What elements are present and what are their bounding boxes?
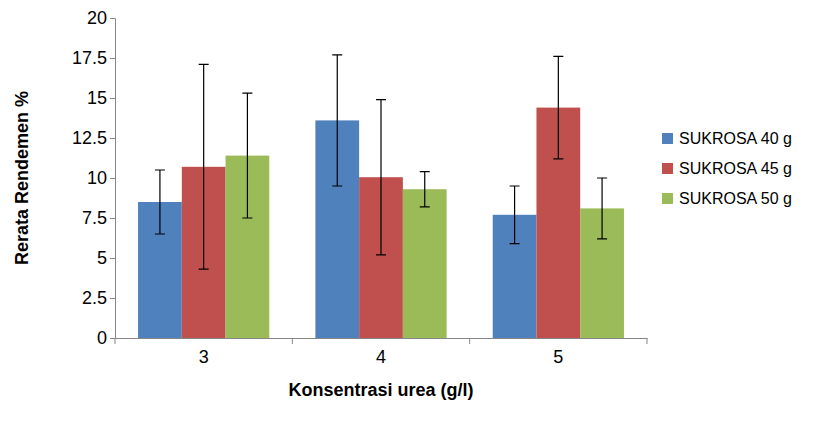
x-boundary-tick [469,338,470,344]
y-tick-label: 17.5 [72,48,107,68]
y-tick-mark [110,98,115,99]
y-tick-mark [110,298,115,299]
x-boundary-tick [647,338,648,344]
x-axis-line [116,338,648,339]
legend-item: SUKROSA 45 g [662,160,792,177]
x-boundary-tick [292,338,293,344]
y-tick-label: 0 [97,328,107,348]
y-tick-mark [110,178,115,179]
legend-label: SUKROSA 45 g [679,160,792,177]
error-bar [155,170,165,234]
legend-swatch [662,193,673,204]
y-tick: 20 [87,8,115,28]
x-tick-label: 5 [553,347,563,367]
error-bar-line [155,170,165,234]
legend: SUKROSA 40 g SUKROSA 45 g SUKROSA 50 g [662,130,792,207]
y-tick: 10 [87,168,115,188]
x-boundary-tick [115,338,116,344]
y-tick-label: 2.5 [82,288,107,308]
error-bar [597,178,607,239]
y-tick-label: 20 [87,8,107,28]
plot: 0 2.5 5 7.5 10 12.5 15 17.5 20 3 4 5 [72,8,648,367]
x-tick: 4 [376,338,386,367]
y-tick-mark [110,258,115,259]
error-bar-line [242,93,252,218]
legend-swatch [662,163,673,174]
error-bar-line [199,64,209,269]
error-bar [420,172,430,207]
error-bar-line [553,56,563,158]
x-tick-label: 3 [199,347,209,367]
y-tick: 0 [97,328,115,348]
error-bar [199,64,209,269]
error-bar [332,55,342,186]
y-tick-mark [110,18,115,19]
y-tick: 15 [87,88,115,108]
error-bar-line [420,172,430,207]
y-tick-label: 5 [97,248,107,268]
error-bar-line [376,100,386,255]
y-tick-label: 10 [87,168,107,188]
x-tick-label: 4 [376,347,386,367]
legend-label: SUKROSA 40 g [679,130,792,147]
legend-item: SUKROSA 50 g [662,190,792,207]
y-tick: 7.5 [82,208,115,228]
error-bar-line [332,55,342,186]
y-tick: 5 [97,248,115,268]
y-tick: 2.5 [82,288,115,308]
error-bar-line [597,178,607,239]
series [226,93,624,338]
x-tick: 5 [553,338,563,367]
error-bar [376,100,386,255]
legend-swatch [662,133,673,144]
y-axis-title: Rerata Rendemen % [12,91,32,265]
y-axis: 0 2.5 5 7.5 10 12.5 15 17.5 20 [72,8,116,348]
y-tick: 12.5 [72,128,115,148]
y-tick: 17.5 [72,48,115,68]
error-bar [510,186,520,244]
error-bar [553,56,563,158]
y-tick-label: 15 [87,88,107,108]
y-tick-mark [110,338,115,339]
x-axis-title: Konsentrasi urea (g/l) [288,380,473,400]
x-axis: 3 4 5 [115,338,648,367]
error-bar [242,93,252,218]
y-tick-label: 7.5 [82,208,107,228]
error-bar-line [510,186,520,244]
y-tick-label: 12.5 [72,128,107,148]
y-tick-mark [110,218,115,219]
bar [403,189,447,338]
y-tick-mark [110,58,115,59]
y-axis-line [110,19,116,339]
legend-item: SUKROSA 40 g [662,130,792,147]
legend-label: SUKROSA 50 g [679,190,792,207]
bars [138,55,624,338]
series [138,55,536,338]
y-tick-mark [110,138,115,139]
x-tick: 3 [199,338,209,367]
series [182,56,580,338]
chart: 0 2.5 5 7.5 10 12.5 15 17.5 20 3 4 5 Konsentrasi ure… [0,0,837,426]
